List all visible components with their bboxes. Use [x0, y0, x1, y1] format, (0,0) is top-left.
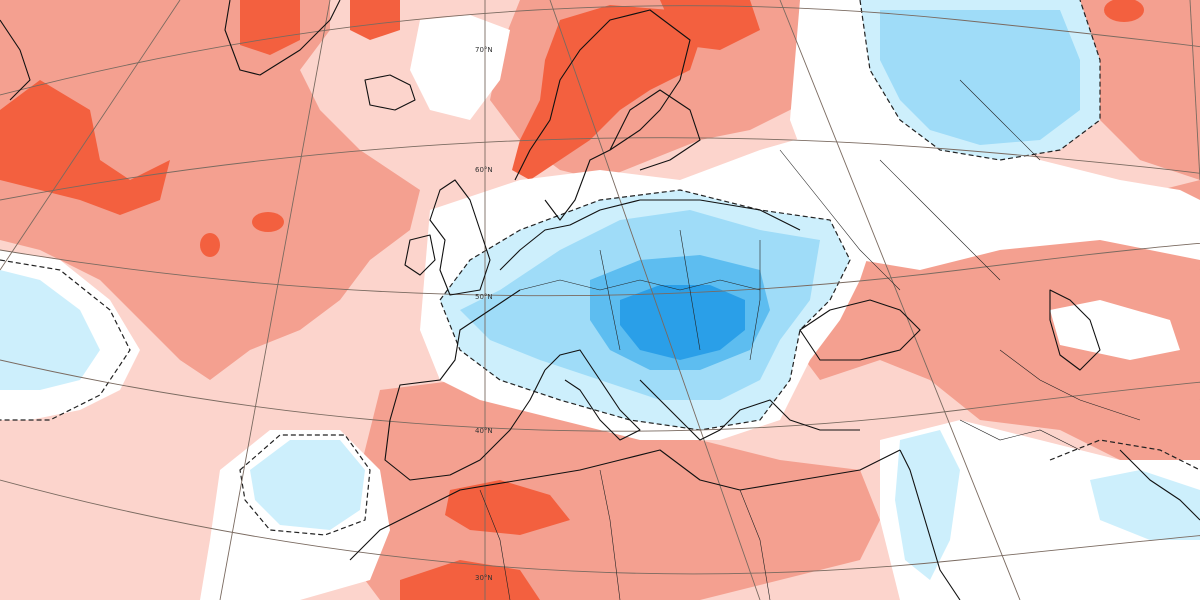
coastline-greenland-west	[0, 19, 31, 101]
parallel-40n	[0, 359, 1200, 432]
lat-label-70n: 70°N	[475, 46, 493, 54]
coastline-caspian	[1049, 289, 1101, 371]
lat-label-50n: 50°N	[475, 293, 493, 301]
meridian-6	[1189, 0, 1200, 181]
borders-eastern-europe	[779, 79, 1041, 291]
zero-contour-southeast	[1049, 439, 1200, 471]
warm-moderate-far-east	[1080, 0, 1200, 180]
parallel-70n	[0, 5, 1200, 96]
coastline-arabia	[1119, 449, 1200, 521]
coastline-scandinavia	[514, 9, 691, 221]
lat-label-60n: 60°N	[475, 166, 493, 174]
cold-weak-azores	[250, 440, 365, 530]
coastline-black-sea	[799, 299, 921, 361]
coastline-finland	[609, 89, 701, 171]
cold-core-balkans	[620, 285, 745, 360]
warm-moderate-southwest	[350, 380, 880, 600]
meridian-5	[779, 0, 1021, 600]
neutral-east-mediterranean	[880, 420, 1200, 600]
warm-strong-scandinavia	[512, 5, 700, 180]
warm-strong-iceland-north	[350, 0, 400, 40]
warm-strong-atlantic-patch	[252, 212, 284, 232]
borders-middle-east	[959, 349, 1141, 451]
warm-strong-east-patch	[1104, 0, 1144, 22]
cold-weak-levant	[895, 430, 960, 580]
meridian-1	[0, 0, 181, 271]
zero-contour-azores	[239, 434, 371, 536]
warm-moderate-atlantic	[0, 0, 420, 380]
parallel-50n	[0, 242, 1200, 297]
meridian-4	[549, 0, 761, 600]
borders-central-europe	[519, 229, 761, 361]
coastline-italy	[544, 349, 641, 441]
meridian-2	[219, 0, 331, 600]
parallel-30n	[0, 479, 1200, 575]
zero-contour-russia	[859, 0, 1101, 161]
coastline-western-europe	[499, 199, 801, 271]
warm-strong-sahara	[445, 480, 570, 535]
lat-label-30n: 30°N	[475, 574, 493, 582]
coastline-british-isles	[429, 179, 491, 296]
coastline-france-iberia	[384, 289, 546, 481]
warm-strong-greenland	[0, 80, 170, 215]
zero-contour-atlantic	[0, 259, 131, 421]
coastline-iceland	[364, 74, 416, 111]
warm-strong-atlantic-patch-2	[200, 233, 220, 257]
zero-contour-europe	[439, 189, 851, 431]
coastline-levant	[899, 449, 961, 600]
cold-moderate-russia	[880, 10, 1080, 145]
coastline-greenland	[224, 0, 341, 76]
cold-weak-west-atlantic	[0, 270, 100, 390]
parallel-60n	[0, 137, 1200, 201]
coastline-ireland	[404, 234, 436, 276]
neutral-caucasus	[1050, 300, 1180, 360]
coastline-balkans-greece	[639, 379, 860, 441]
cold-weak-southeast	[1090, 470, 1200, 540]
coastline-north-africa	[349, 449, 901, 561]
warm-strong-north	[660, 0, 760, 50]
lat-label-40n: 40°N	[475, 427, 493, 435]
borders-north-africa	[479, 469, 771, 600]
